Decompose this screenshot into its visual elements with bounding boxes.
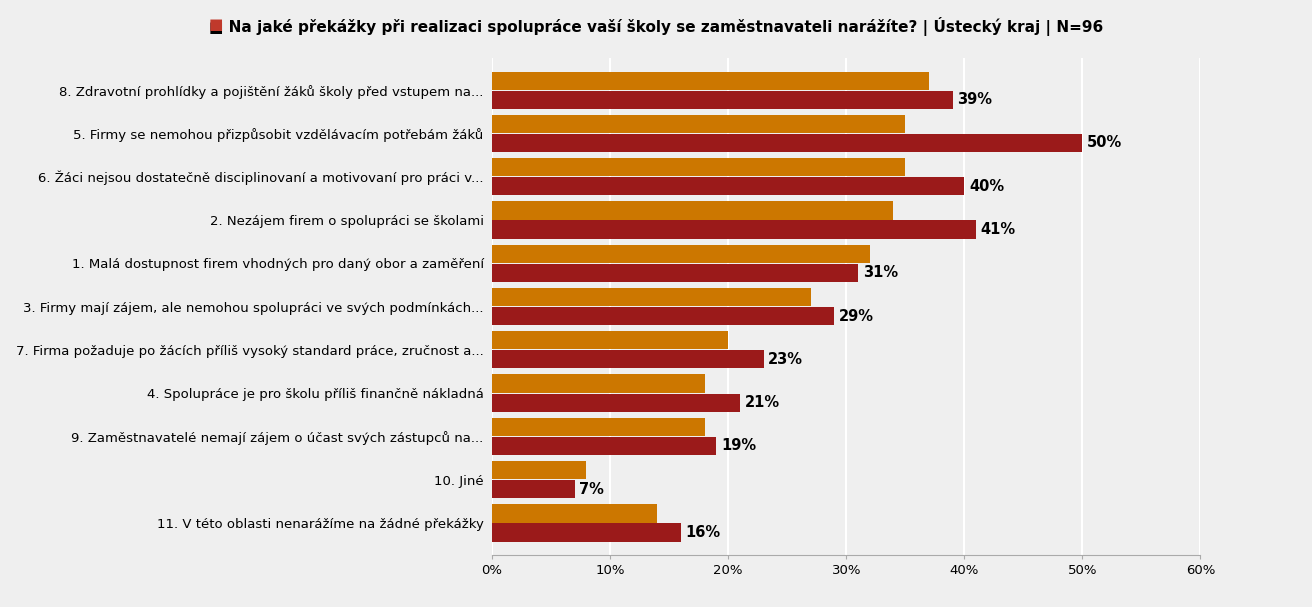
Bar [492, 177, 964, 195]
Bar [492, 134, 1082, 152]
Text: 21%: 21% [745, 395, 779, 410]
Bar [492, 437, 716, 455]
Text: 50%: 50% [1088, 135, 1122, 151]
Text: 41%: 41% [981, 222, 1015, 237]
Bar [492, 375, 705, 393]
Bar [492, 393, 740, 412]
Bar [492, 245, 870, 263]
Text: 23%: 23% [769, 352, 803, 367]
Bar [492, 350, 764, 368]
Bar [492, 220, 976, 239]
Bar [492, 331, 728, 350]
Bar [492, 72, 929, 90]
Text: 31%: 31% [863, 265, 897, 280]
Bar [492, 504, 657, 523]
Bar [492, 461, 586, 480]
Text: 29%: 29% [840, 308, 874, 324]
Text: 7%: 7% [580, 482, 605, 497]
Bar [492, 418, 705, 436]
Text: 40%: 40% [970, 178, 1004, 194]
Text: 19%: 19% [722, 438, 756, 453]
Bar [492, 158, 905, 176]
Text: ■: ■ [209, 17, 223, 32]
Bar [492, 90, 953, 109]
Bar [492, 115, 905, 133]
Bar [492, 288, 811, 306]
Bar [492, 263, 858, 282]
Text: ■ Na jaké překážky při realizaci spolupráce vaší školy se zaměstnavateli narážít: ■ Na jaké překážky při realizaci spolupr… [209, 17, 1103, 36]
Bar [492, 202, 893, 220]
Text: 39%: 39% [958, 92, 992, 107]
Bar [492, 307, 834, 325]
Bar [492, 480, 575, 498]
Bar [492, 523, 681, 541]
Text: 16%: 16% [686, 525, 720, 540]
